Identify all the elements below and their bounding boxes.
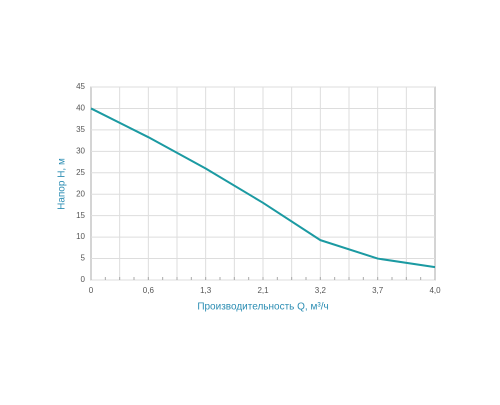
y-tick-label: 35 bbox=[76, 125, 85, 134]
x-tick-label: 0,6 bbox=[143, 286, 155, 295]
y-tick-label: 25 bbox=[76, 168, 85, 177]
x-tick-label: 3,2 bbox=[315, 286, 327, 295]
y-axis-title: Напор H, м bbox=[57, 158, 68, 210]
y-tick-label: 5 bbox=[81, 254, 86, 263]
data-line bbox=[90, 107, 436, 269]
y-tick-label: 20 bbox=[76, 189, 85, 198]
x-tick-label: 2,1 bbox=[257, 286, 269, 295]
x-axis-title: Производительность Q, м³/ч bbox=[197, 302, 328, 313]
y-tick-label: 45 bbox=[76, 82, 85, 91]
x-tick-label: 1,3 bbox=[200, 286, 212, 295]
x-tick-label: 4,0 bbox=[429, 286, 441, 295]
y-tick-label: 10 bbox=[76, 232, 85, 241]
x-tick-label: 0 bbox=[89, 286, 94, 295]
x-tick-label: 3,7 bbox=[372, 286, 384, 295]
y-tick-label: 15 bbox=[76, 211, 85, 220]
y-tick-label: 30 bbox=[76, 146, 85, 155]
y-tick-label: 40 bbox=[76, 104, 85, 113]
y-tick-label: 0 bbox=[81, 275, 86, 284]
